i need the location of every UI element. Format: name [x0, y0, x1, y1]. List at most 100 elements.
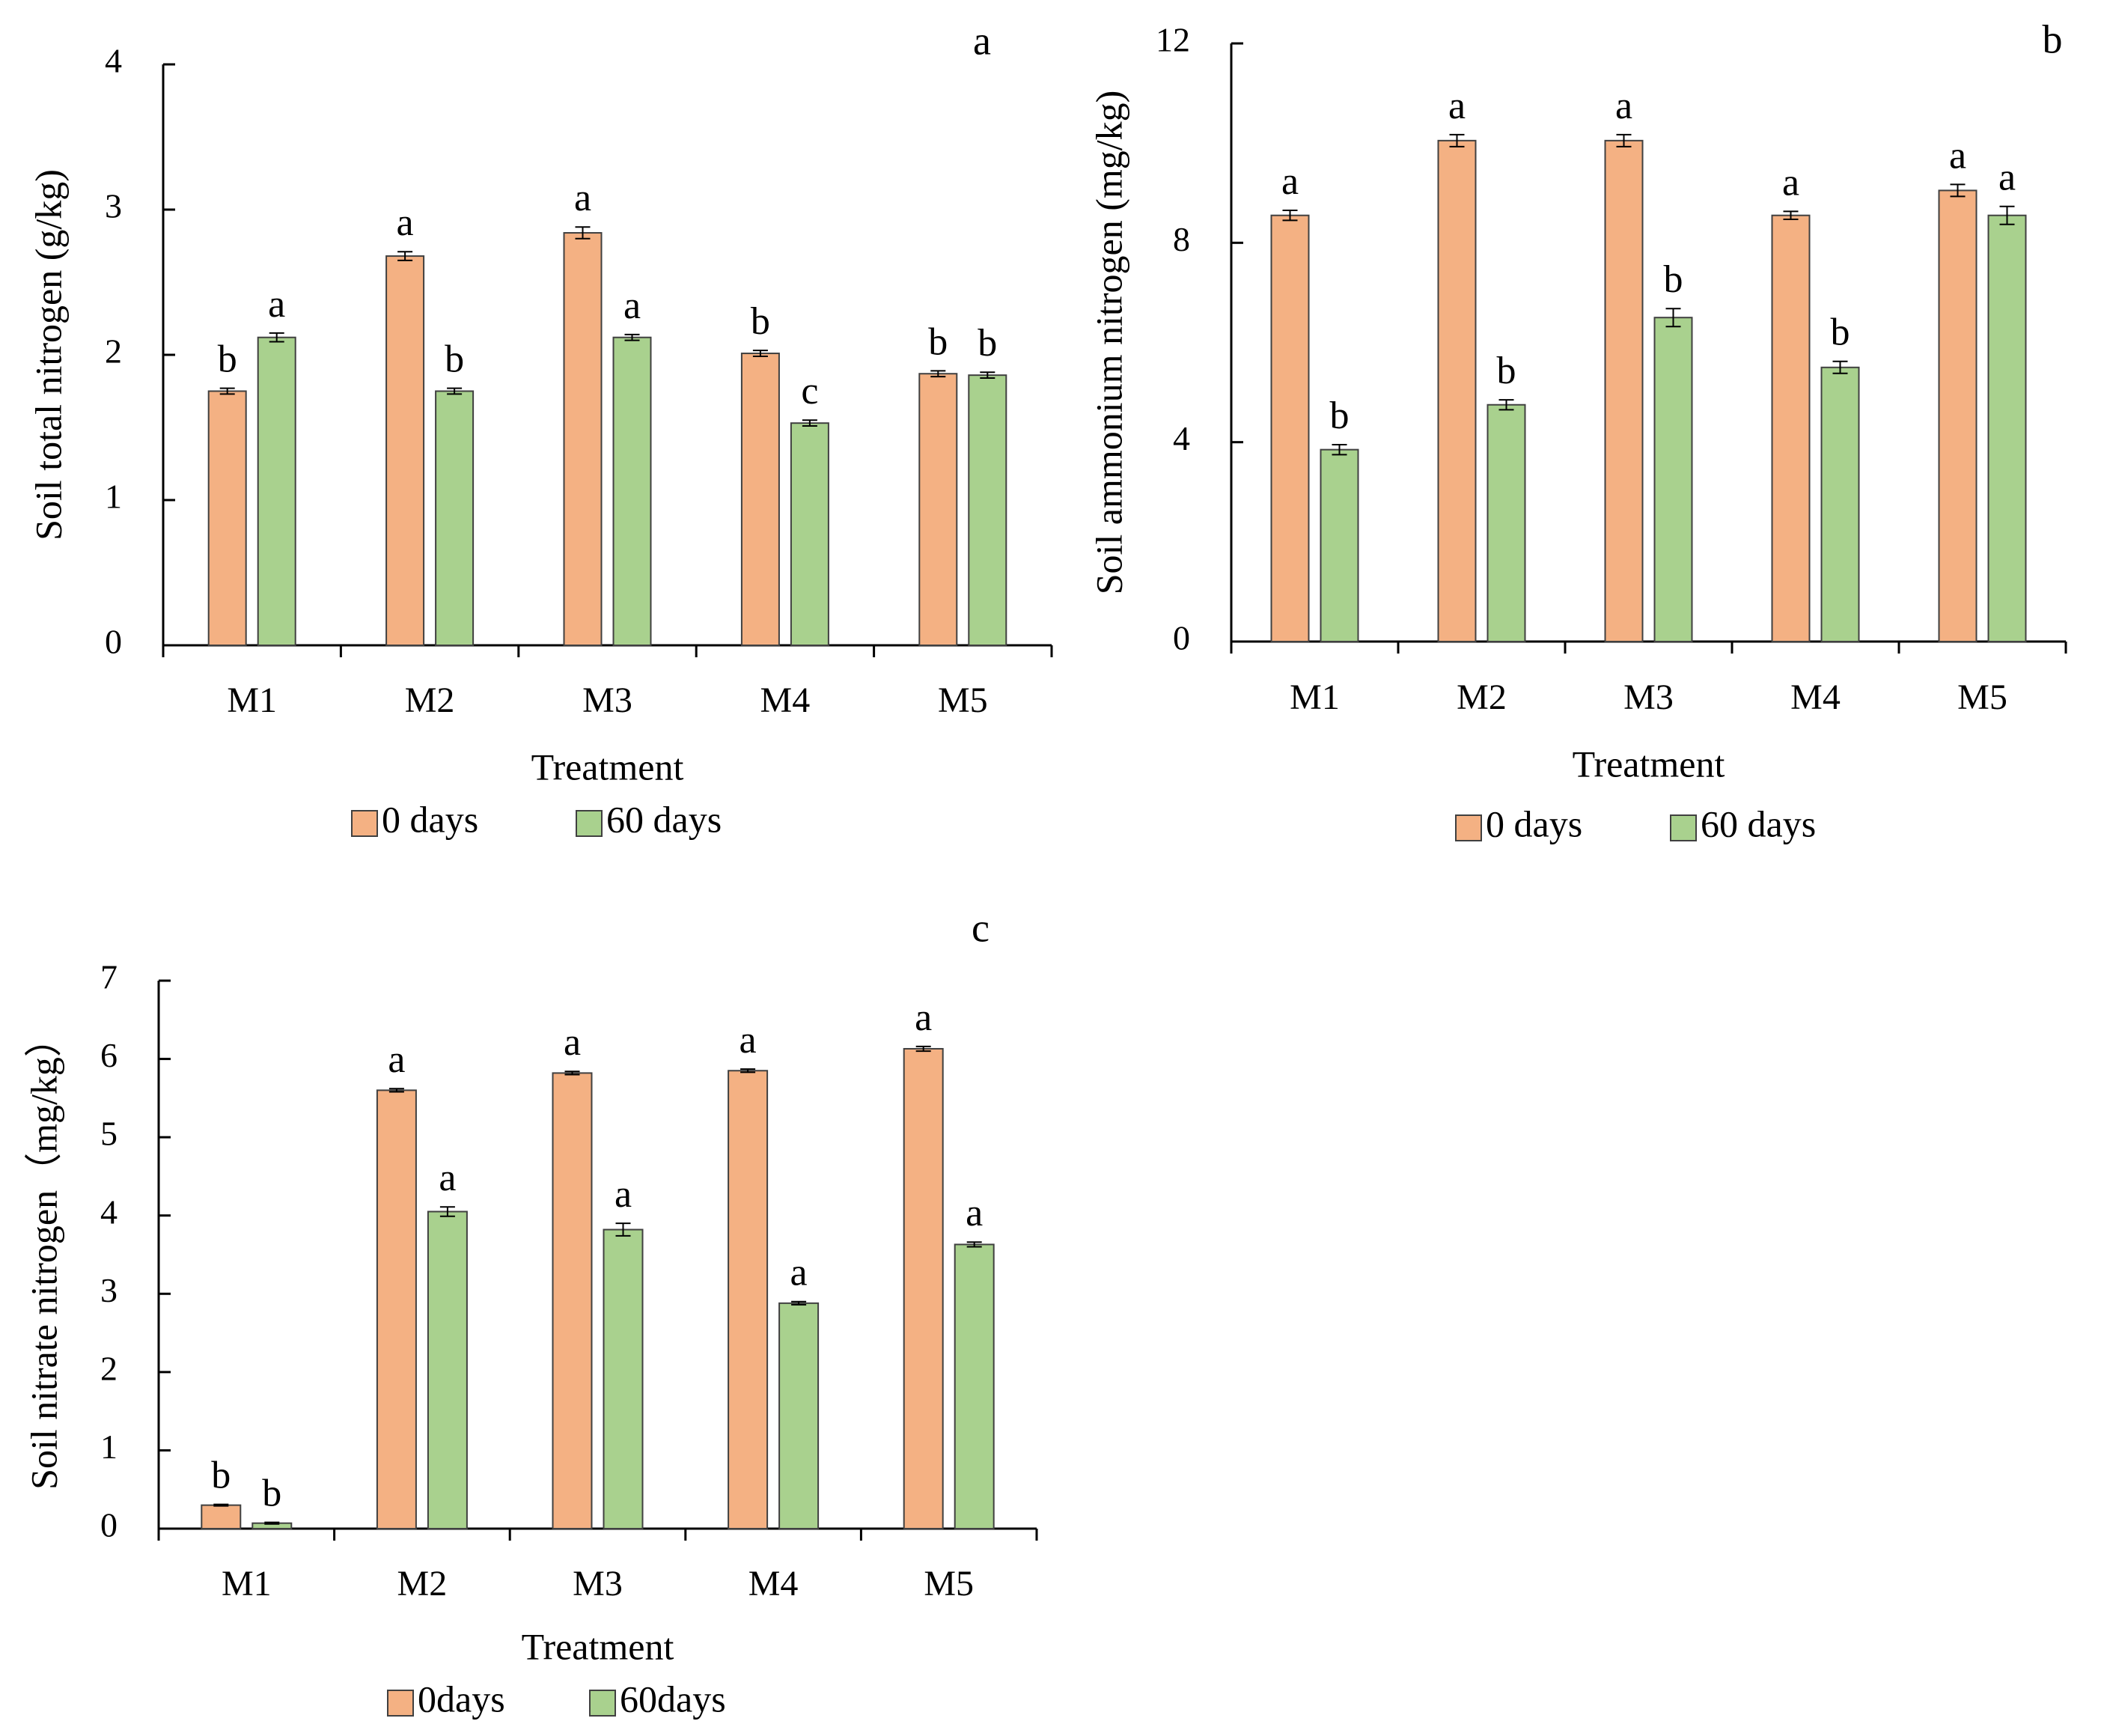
panel-b-bar-day60-m5 [1987, 214, 2027, 642]
panel-a-legend-label-day60: 60 days [606, 798, 722, 840]
panel-a-significance-letter: b [445, 338, 464, 381]
panel-a-bar-day60-m4 [790, 422, 829, 646]
panel-c-y-tick-label: 5 [100, 1115, 118, 1153]
panel-c-significance-letter: a [915, 996, 932, 1039]
panel-b-y-tick-label: 12 [1156, 21, 1190, 59]
panel-b-category-label: M4 [1790, 677, 1841, 717]
panel-a-category-label: M5 [938, 680, 988, 720]
panel-c-y-tick-label: 0 [100, 1506, 118, 1544]
panel-a-category-label: M3 [582, 680, 632, 720]
panel-c-category-label: M3 [573, 1564, 623, 1603]
panel-a-bar-day60-m3 [612, 336, 652, 646]
panel-c-y-tick-label: 6 [100, 1036, 118, 1074]
panel-c-bar-day0-m2 [376, 1089, 417, 1529]
panel-a-y-tick-label: 0 [105, 623, 122, 661]
panel-b-bar-day0-m5 [1938, 189, 1978, 642]
panel-c-bar-day0-m5 [903, 1047, 944, 1529]
panel-c-bar-day60-m2 [427, 1210, 468, 1529]
panel-a-category-label: M4 [760, 680, 811, 720]
panel-a-y-tick-label: 1 [105, 478, 122, 516]
panel-b-category-label: M5 [1957, 677, 2007, 717]
panel-a-bar-day0-m2 [385, 255, 425, 646]
panel-a-significance-letter: c [801, 370, 818, 412]
panel-c-y-tick-label: 7 [100, 958, 118, 996]
panel-a-bar-day60-m2 [435, 390, 475, 646]
panel-a-bar-day0-m1 [207, 390, 247, 646]
panel-b-significance-letter: b [1330, 395, 1350, 437]
panel-c-significance-letter: a [564, 1021, 581, 1064]
panel-a-y-tick-label: 3 [105, 187, 122, 225]
panel-c-y-tick-label: 3 [100, 1271, 118, 1309]
panel-c-y-tick-label: 4 [100, 1193, 118, 1231]
panel-a-bar-day0-m4 [740, 353, 780, 646]
panel-b-bar-day60-m4 [1820, 366, 1860, 642]
panel-b-significance-letter: b [1831, 311, 1850, 354]
panel-b-legend-swatch-day0 [1455, 814, 1482, 841]
panel-b-category-label: M2 [1457, 677, 1507, 717]
panel-a-significance-letter: b [218, 338, 237, 381]
panel-c-significance-letter: a [615, 1173, 632, 1216]
panel-b-y-tick-label: 8 [1173, 220, 1190, 258]
panel-b-bar-day60-m2 [1487, 403, 1526, 643]
panel-b-y-axis-title: Soil ammonium nitrogen (mg/kg) [1088, 91, 1129, 595]
panel-a-y-tick-label: 2 [105, 332, 122, 371]
panel-a-significance-letter: a [397, 201, 414, 244]
panel-a-y-axis-title: Soil total nitrogen (g/kg) [27, 169, 69, 540]
panel-b-significance-letter: a [1998, 156, 2016, 199]
panel-a-y-tick-label: 4 [105, 42, 122, 80]
panel-b-category-label: M1 [1290, 677, 1340, 717]
panel-b-ammonium-nitrogen-chart: b 0 4 8 12 Soil ammonium nitrogen (mg/kg) M1 a b… [1088, 16, 2067, 844]
panel-c-category-label: M5 [924, 1564, 974, 1603]
panel-c-legend-swatch-day0 [387, 1690, 414, 1717]
panel-a-legend-label-day0: 0 days [382, 798, 478, 840]
panel-a-significance-letter: b [928, 320, 948, 363]
panel-c-significance-letter: a [439, 1157, 456, 1199]
panel-b-legend-swatch-day60 [1670, 814, 1697, 841]
panel-c-bar-day60-m5 [954, 1243, 995, 1530]
panel-c-x-axis-title: Treatment [522, 1625, 674, 1667]
panel-c-significance-letter: b [211, 1455, 231, 1497]
panel-c-bar-day0-m1 [201, 1504, 242, 1529]
panel-b-significance-letter: a [1448, 85, 1466, 127]
panel-b-significance-letter: a [1615, 85, 1632, 127]
panel-b-letter: b [2043, 16, 2063, 61]
panel-a-significance-letter: b [978, 322, 997, 365]
panel-b-bar-day0-m1 [1270, 214, 1310, 642]
panel-c-significance-letter: a [740, 1019, 757, 1062]
panel-b-significance-letter: a [1949, 134, 1966, 177]
panel-a-category-label: M2 [405, 680, 455, 720]
panel-a-letter: a [973, 18, 991, 63]
panel-a-bar-day0-m3 [563, 232, 603, 647]
panel-c-category-label: M1 [222, 1564, 272, 1603]
panel-b-significance-letter: a [1281, 160, 1299, 203]
panel-c-bar-day0-m3 [552, 1072, 593, 1529]
panel-c-significance-letter: a [966, 1192, 983, 1234]
panel-c-category-label: M4 [748, 1564, 799, 1603]
panel-b-significance-letter: b [1497, 350, 1516, 392]
panel-c-bar-day60-m4 [778, 1302, 820, 1529]
panel-a-bar-day60-m5 [968, 374, 1007, 646]
panel-a-significance-letter: a [268, 283, 285, 326]
panel-a-significance-letter: b [751, 300, 770, 343]
panel-c-significance-letter: a [388, 1038, 405, 1081]
panel-c-legend-label-day60: 60days [620, 1678, 726, 1720]
panel-a-legend-swatch-day0 [351, 810, 378, 837]
panel-c-legend-swatch-day60 [589, 1690, 616, 1717]
panel-b-y-tick-label: 4 [1173, 419, 1190, 457]
panel-c-nitrate-nitrogen-chart: c 0 1 2 3 4 5 6 7 Soil nitrate nitrogen（mg/kg） M1 b… [22, 905, 1038, 1720]
panel-c-category-label: M2 [397, 1564, 448, 1603]
panel-b-bar-day0-m2 [1437, 139, 1477, 642]
panel-c-y-axis-title: Soil nitrate nitrogen（mg/kg） [22, 1020, 64, 1490]
panel-a-bar-day0-m5 [918, 373, 958, 646]
panel-b-bar-day0-m3 [1604, 139, 1644, 642]
panel-b-significance-letter: b [1664, 258, 1683, 301]
panel-b-bar-day60-m1 [1320, 448, 1359, 642]
panel-c-bar-day60-m3 [603, 1228, 644, 1529]
panel-a-significance-letter: a [574, 177, 591, 219]
panel-b-legend-label-day0: 0 days [1486, 802, 1582, 844]
panel-b-significance-letter: a [1782, 161, 1799, 204]
panel-c-legend-label-day0: 0days [418, 1678, 505, 1720]
panel-b-legend-label-day60: 60 days [1701, 802, 1816, 844]
